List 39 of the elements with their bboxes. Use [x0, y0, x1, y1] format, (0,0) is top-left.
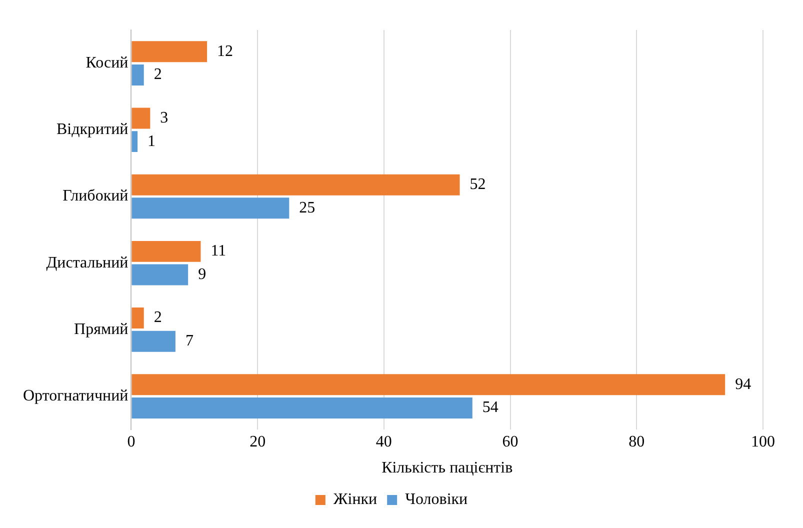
legend-label: Жінки — [333, 491, 378, 508]
bar — [132, 64, 144, 86]
bar — [132, 374, 726, 396]
data-label: 2 — [154, 309, 162, 326]
bar — [132, 174, 460, 196]
bar — [132, 131, 138, 152]
data-label: 11 — [210, 242, 226, 260]
bar — [132, 198, 290, 219]
y-tick-label: Прямий — [74, 320, 129, 338]
bar — [132, 41, 208, 62]
x-tick-label: 100 — [751, 433, 775, 450]
y-tick-label: Дистальний — [46, 254, 129, 272]
data-label: 12 — [217, 42, 234, 60]
x-tick-label: 40 — [376, 433, 392, 450]
bar — [132, 330, 176, 352]
data-label: 94 — [735, 376, 752, 393]
y-tick-label: Косий — [86, 54, 129, 72]
data-label: 9 — [198, 266, 206, 283]
data-label: 25 — [299, 199, 316, 216]
x-tick-label: 20 — [250, 433, 266, 450]
legend-label: Чоловіки — [405, 491, 468, 508]
x-tick-label: 0 — [127, 433, 136, 450]
y-tick-label: Відкритий — [56, 121, 129, 138]
data-label: 3 — [160, 109, 168, 126]
bar — [132, 264, 188, 286]
bar — [132, 240, 201, 262]
data-label: 52 — [470, 176, 486, 194]
data-label: 7 — [185, 332, 194, 350]
data-label: 54 — [482, 399, 498, 416]
x-tick-label: 80 — [628, 433, 645, 450]
bar — [132, 308, 144, 329]
data-label: 2 — [154, 66, 162, 84]
bar — [132, 397, 472, 418]
x-tick-label: 60 — [502, 433, 518, 450]
x-axis-title: Кількість пацієнтів — [382, 460, 514, 477]
bar — [132, 108, 150, 129]
data-label: 1 — [148, 132, 156, 150]
y-tick-label: Ортогнатичний — [22, 388, 129, 405]
y-tick-label: Глибокий — [62, 188, 129, 205]
